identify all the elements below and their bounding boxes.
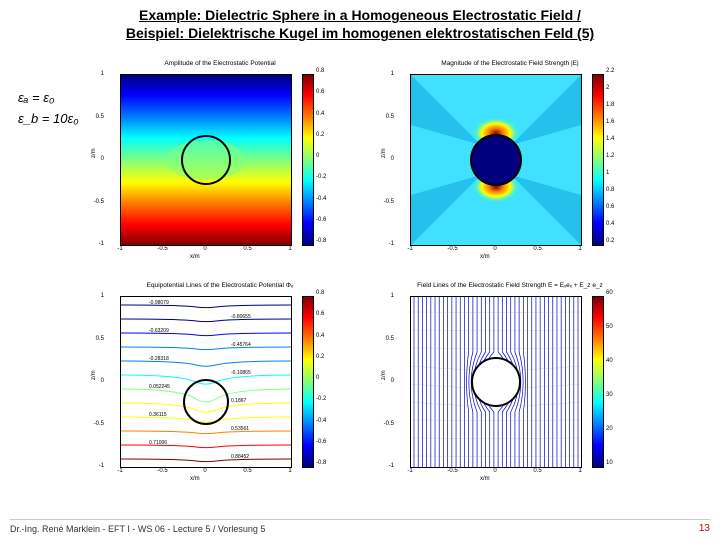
plot-grid: Amplitude of the Electrostatic Potential bbox=[90, 60, 650, 492]
colorbar bbox=[302, 296, 314, 468]
panel-field-lines: Field Lines of the Electrostatic Field S… bbox=[380, 282, 640, 492]
y-axis-label: z/m bbox=[91, 148, 97, 158]
title-line-de: Beispiel: Dielektrische Kugel im homogen… bbox=[126, 25, 594, 41]
panel-field-magnitude: Magnitude of the Electrostatic Field Str… bbox=[380, 60, 640, 270]
svg-text:0.53561: 0.53561 bbox=[231, 426, 249, 432]
svg-text:-0.45764: -0.45764 bbox=[231, 342, 251, 348]
footer-divider bbox=[10, 519, 710, 520]
y-axis-label: z/m bbox=[381, 148, 387, 158]
y-axis-label: z/m bbox=[381, 370, 387, 380]
plot-area bbox=[410, 74, 582, 246]
panel-equipotential-lines: Equipotential Lines of the Electrostatic… bbox=[90, 282, 350, 492]
svg-text:-0.28318: -0.28318 bbox=[149, 356, 169, 362]
title-line-en: Example: Dielectric Sphere in a Homogene… bbox=[139, 7, 581, 23]
plot-title: Amplitude of the Electrostatic Potential bbox=[90, 60, 350, 70]
panel-potential-amplitude: Amplitude of the Electrostatic Potential bbox=[90, 60, 350, 270]
slide-title: Example: Dielectric Sphere in a Homogene… bbox=[0, 0, 720, 44]
footer-text: Dr.-Ing. René Marklein - EFT I - WS 06 -… bbox=[10, 524, 265, 534]
equation-2: ε_b = 10ε₀ bbox=[18, 111, 79, 126]
x-axis-label: x/m bbox=[190, 254, 200, 260]
plot-area bbox=[120, 74, 292, 246]
colorbar bbox=[592, 296, 604, 468]
equations-block: εₐ = ε₀ ε_b = 10ε₀ bbox=[18, 90, 79, 132]
svg-text:0.052245: 0.052245 bbox=[149, 384, 170, 390]
y-axis-label: z/m bbox=[91, 370, 97, 380]
page-number: 13 bbox=[699, 523, 710, 534]
equation-1: εₐ = ε₀ bbox=[18, 90, 79, 105]
colorbar bbox=[592, 74, 604, 246]
x-axis-label: x/m bbox=[480, 254, 490, 260]
plot-title: Magnitude of the Electrostatic Field Str… bbox=[380, 60, 640, 70]
plot-title: Equipotential Lines of the Electrostatic… bbox=[90, 282, 350, 292]
svg-text:0.88452: 0.88452 bbox=[231, 454, 249, 460]
svg-text:-0.80655: -0.80655 bbox=[231, 314, 251, 320]
plot-area: -0.98079 -0.80655 -0.63209 -0.45764 -0.28318… bbox=[120, 296, 292, 468]
svg-text:0.36115: 0.36115 bbox=[149, 412, 167, 418]
plot-area bbox=[410, 296, 582, 468]
plot-title: Field Lines of the Electrostatic Field S… bbox=[380, 282, 640, 292]
x-axis-label: x/m bbox=[480, 476, 490, 482]
x-axis-label: x/m bbox=[190, 476, 200, 482]
svg-text:-0.63209: -0.63209 bbox=[149, 328, 169, 334]
svg-text:0.1867: 0.1867 bbox=[231, 398, 247, 404]
colorbar bbox=[302, 74, 314, 246]
svg-text:-0.10865: -0.10865 bbox=[231, 370, 251, 376]
svg-text:-0.98079: -0.98079 bbox=[149, 300, 169, 306]
svg-text:0.71006: 0.71006 bbox=[149, 440, 167, 446]
